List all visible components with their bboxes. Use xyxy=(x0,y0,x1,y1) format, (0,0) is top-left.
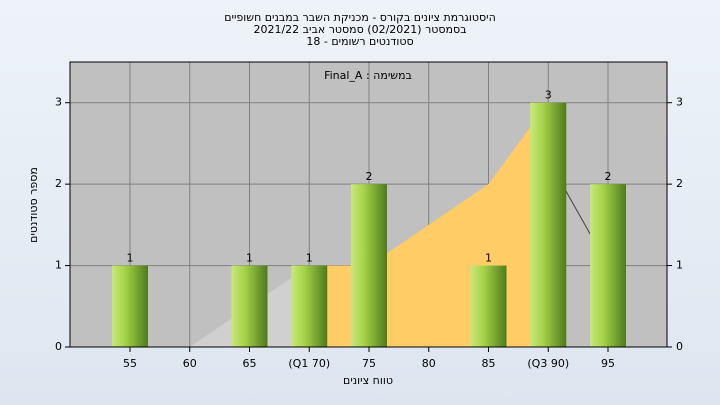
x-tick-label: 75 xyxy=(362,357,376,370)
y2-tick-label: 3 xyxy=(676,96,683,109)
y-tick-label: 1 xyxy=(55,259,62,272)
x-tick-label: 80 xyxy=(422,357,436,370)
plot-border xyxy=(69,61,668,348)
y2-tick-label: 0 xyxy=(676,340,683,353)
bar xyxy=(112,265,148,347)
x-axis-label: טווח ציונים xyxy=(343,374,393,387)
data-label: 2 xyxy=(366,170,373,183)
data-label: 2 xyxy=(605,170,612,183)
x-tick-label: (Q1 70) xyxy=(288,357,330,370)
bar xyxy=(351,184,387,347)
data-label: 1 xyxy=(306,252,313,265)
bar xyxy=(291,265,328,347)
y2-tick-label: 2 xyxy=(676,177,683,190)
y-tick-label: 3 xyxy=(55,96,62,109)
y-tick-label: 0 xyxy=(55,340,62,353)
chart-subtitle: בסמסטר (02/2021) סמסטר אביב 2021/22 xyxy=(253,23,466,36)
bar xyxy=(590,184,626,347)
x-tick-label: 60 xyxy=(183,357,197,370)
bar xyxy=(530,102,567,347)
chart-title: היסטוגרמת ציונים בקורס - מכניקת השבר במב… xyxy=(224,11,496,24)
data-label: 1 xyxy=(246,252,253,265)
x-tick-label: 85 xyxy=(482,357,496,370)
x-tick-label: (Q3 90) xyxy=(527,357,569,370)
y2-tick-label: 1 xyxy=(676,259,683,272)
x-tick-label: 65 xyxy=(243,357,257,370)
data-label: 1 xyxy=(485,252,492,265)
bar xyxy=(231,265,268,347)
chart-subtitle: סטודנטים רשומים - 18 xyxy=(306,35,413,48)
bar xyxy=(470,265,507,347)
annotation: Final_A : במשימה xyxy=(324,69,412,82)
data-label: 3 xyxy=(545,89,552,102)
y-axis-label: מספר סטודנטים xyxy=(27,167,40,243)
x-tick-label: 55 xyxy=(123,357,137,370)
x-tick-label: 95 xyxy=(601,357,615,370)
data-label: 1 xyxy=(127,252,134,265)
y-tick-label: 2 xyxy=(55,177,62,190)
